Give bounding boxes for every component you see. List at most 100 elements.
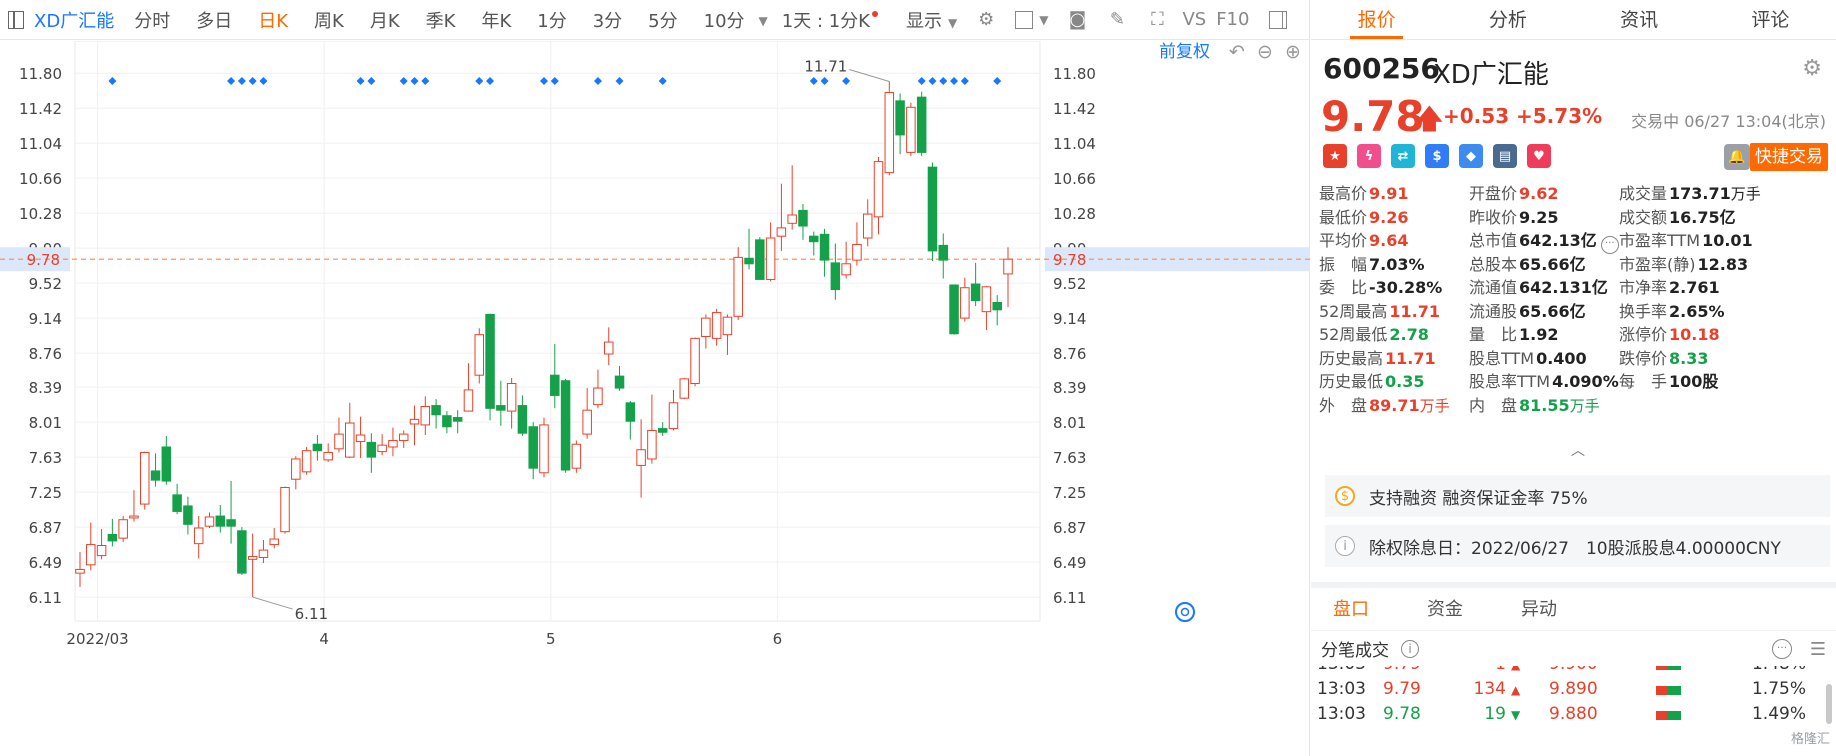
candle-body-up [75,568,85,574]
y-tick-label-right: 6.49 [1053,554,1086,572]
timeframe-6[interactable]: 年K [481,10,512,32]
gear-icon[interactable]: ⚙ [1802,56,1822,81]
candle-body-up [960,287,970,319]
candle-body-up [841,263,851,276]
f10-button[interactable]: F10 [1216,9,1250,30]
stat-item: 历史最高 11.71 [1319,345,1436,369]
stat-row: 外 盘 89.71万手内 盘 81.55万手 [1311,392,1836,416]
quick-trade-button[interactable]: 快捷交易 [1750,143,1828,171]
side-panel-icon[interactable] [1267,9,1289,31]
tab-0[interactable]: 报价 [1311,0,1442,39]
camera-icon[interactable]: ◙ [1068,9,1087,30]
adjust-mode-button[interactable]: 前复权 [1159,42,1210,62]
detail-tab-2[interactable]: 异动 [1521,599,1557,620]
heart-icon[interactable]: ♥ [1527,144,1551,168]
tick-price: 9.78 [1383,704,1421,724]
candle-body-up [247,556,258,560]
display-menu[interactable]: 显示 ▼ [906,7,957,33]
tab-3[interactable]: 评论 [1751,9,1790,31]
tick-row: 13:03 9.78 19 9.880 1.49% ▼ [1311,704,1836,734]
stat-label: 成交量 [1619,184,1668,203]
book-icon[interactable]: ▤ [1493,144,1517,168]
y-tick-label-right: 10.66 [1053,170,1096,188]
stat-label: 流通值 [1469,278,1518,297]
stat-label: 52周最低 [1319,325,1388,344]
dollar-icon[interactable]: $ [1425,144,1449,168]
chart-panel: XD广汇能 分时 多日 日K 周K 月K 季K 年K 1分 3分 5分 10分 ▼ 1天 : 1分K… [0,0,1310,756]
candle-body-down [107,533,118,542]
shuffle-icon[interactable]: ⇄ [1391,144,1415,168]
zoom-out-icon[interactable]: ⊖ [1257,41,1273,63]
timeframe-1[interactable]: 多日 [196,10,233,32]
candle-body-down [560,380,571,471]
price-change: +0.53 [1443,104,1510,128]
stat-item: 换手率 2.65% [1619,298,1725,322]
candle-body-down [431,405,441,416]
undo-icon[interactable]: ↶ [1229,41,1245,63]
timeframe-4[interactable]: 月K [369,10,400,32]
timeframe-7[interactable]: 1分 [537,10,567,32]
detail-tab-0[interactable]: 盘口 [1333,599,1369,620]
y-tick-label-right: 8.76 [1053,345,1086,363]
fullscreen-icon[interactable]: ⛶ [1151,9,1164,30]
more-icon[interactable]: ··· [1772,639,1792,659]
candle-body-up [582,409,592,435]
y-tick-label-right: 9.52 [1053,275,1086,293]
chevron-down-icon: ▼ [947,15,958,30]
square-select-icon[interactable]: ▼ [1015,9,1048,31]
pencil-icon[interactable]: ✎ [1109,9,1125,30]
timeframe-8[interactable]: 3分 [592,10,623,32]
stat-label: 52周最高 [1319,301,1388,321]
stat-row: 历史最高 11.71 股息TTM 0.400 跌停价 8.33 [1311,345,1836,369]
stat-item: 总市值 642.13亿 ··· [1469,227,1619,254]
collapse-chevron-icon[interactable]: ︿ [1571,443,1585,459]
tag-icon[interactable]: ◆ [1459,144,1483,168]
stat-item: 每 手 100股 [1619,368,1718,392]
china-flag-icon[interactable]: ★ [1323,144,1347,168]
timeframe-10[interactable]: 10分 [703,10,745,32]
low-annotation: 6.11 [295,605,328,623]
bell-icon[interactable]: 🔔 [1724,144,1750,170]
x-tick-label: 6 [773,630,783,648]
candle-body-up [118,519,128,539]
stat-row: 52周最高 11.71 流通股 65.66亿 换手率 2.65% [1311,298,1836,322]
stock-name[interactable]: XD广汇能 [34,10,115,32]
candle-body-up [593,387,603,406]
tab-2[interactable]: 资讯 [1620,9,1659,31]
target-icon-inner [1180,607,1190,617]
detail-tab-1[interactable]: 资金 [1427,599,1463,620]
tick-trades-list: 13:03 9.79 1 9.900 1.48% ▲ 13:03 9.79 134 9.890 1.… [1311,666,1836,756]
target-icon [1175,602,1195,622]
stat-row: 最高价 9.91 开盘价 9.62 成交量 173.71万手 [1311,180,1836,204]
zoom-in-icon[interactable]: ⊕ [1285,41,1301,63]
range-select[interactable]: 1天 : 1分K [782,7,878,33]
y-tick-label: 10.66 [19,170,62,188]
y-tick-label-right: 9.14 [1053,310,1086,328]
chevron-down-icon: ▼ [1039,12,1049,27]
candle-body-down [550,374,560,396]
arrow-up-icon: 🡅 [1415,102,1444,135]
stat-value: 100股 [1669,372,1719,391]
list-icon[interactable]: ☰ [1809,639,1826,660]
timeframe-5[interactable]: 季K [425,10,456,32]
level-pct: 1.49% [1751,704,1806,724]
timeframe-3[interactable]: 周K [314,10,344,32]
candlestick-chart[interactable]: 11.80 11.80 11.42 11.42 11.04 11.04 10.66 10.66… [0,41,1310,756]
info-icon[interactable]: i [1401,639,1419,658]
more-icon[interactable]: ··· [1600,236,1619,254]
timeframe-2[interactable]: 日K [258,10,289,32]
event-marker [237,77,246,85]
timeframe-dropdown[interactable]: ▼ [753,9,768,30]
panel-toggle-icon[interactable] [8,10,24,29]
tab-1[interactable]: 分析 [1488,9,1527,31]
timeframe-0[interactable]: 分时 [134,10,171,32]
flash-icon[interactable]: ϟ [1357,144,1381,168]
stat-label: 昨收价 [1469,207,1518,227]
scrollbar[interactable] [1826,684,1832,724]
timeframe-9[interactable]: 5分 [648,10,678,32]
candle-body-up [301,450,312,473]
vs-button[interactable]: VS [1182,9,1207,30]
candle-body-down [517,405,528,434]
event-marker [367,77,376,85]
gear-icon[interactable]: ⚙ [978,9,995,30]
